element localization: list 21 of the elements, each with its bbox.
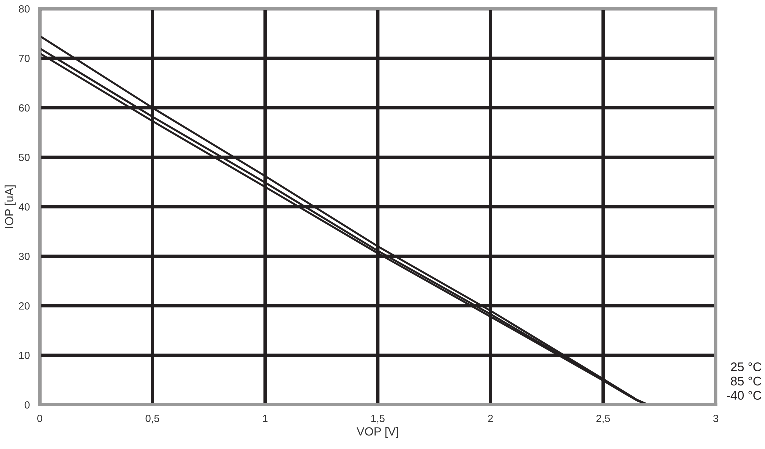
x-tick-label: 2 [488, 414, 494, 422]
y-tick-label: 0 [24, 402, 30, 409]
y-tick-label: 80 [19, 5, 30, 13]
y-tick-label: 30 [19, 252, 30, 260]
x-tick-label: 2,5 [596, 414, 610, 424]
text: 25 °C [731, 362, 762, 372]
y-tick-label: 50 [19, 154, 30, 162]
y-axis-title: IOP [uA] [4, 186, 16, 228]
x-tick-label: 0 [38, 414, 42, 422]
x-tick-label: 1,5 [372, 415, 385, 424]
x-tick-label: 1 [263, 415, 268, 422]
text: -40 °C [727, 391, 762, 400]
y-tick-label: 20 [19, 302, 30, 310]
text: 85 °C [731, 376, 762, 386]
y-tick-label: 40 [18, 203, 30, 211]
y-tick-label: 70 [19, 54, 30, 62]
x-axis-title: VOP [V] [356, 427, 398, 438]
x-tick-label: 0,5 [146, 414, 160, 424]
x-tick-label: 3 [714, 414, 718, 422]
y-tick-label: 60 [19, 104, 30, 112]
y-tick-label: 10 [19, 352, 30, 360]
